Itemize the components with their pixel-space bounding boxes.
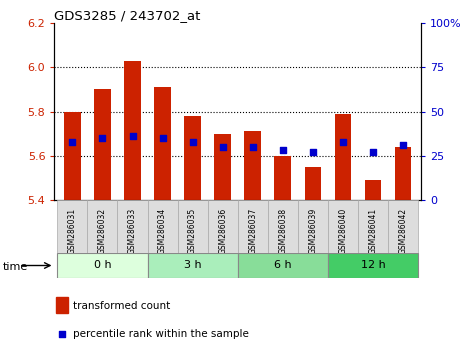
Bar: [238, 253, 328, 278]
Point: [339, 139, 347, 144]
Point: [189, 139, 196, 144]
Bar: [57, 200, 88, 253]
Text: GSM286036: GSM286036: [218, 208, 227, 254]
Text: transformed count: transformed count: [72, 301, 170, 311]
Text: GSM286031: GSM286031: [68, 208, 77, 254]
Bar: [94, 89, 111, 200]
Bar: [148, 200, 177, 253]
Text: 6 h: 6 h: [274, 261, 291, 270]
Text: 3 h: 3 h: [184, 261, 201, 270]
Bar: [214, 134, 231, 200]
Point: [399, 142, 407, 148]
Bar: [328, 200, 358, 253]
Bar: [177, 200, 208, 253]
Bar: [298, 200, 328, 253]
Bar: [268, 200, 298, 253]
Bar: [154, 87, 171, 200]
Bar: [358, 200, 388, 253]
Point: [69, 139, 76, 144]
Point: [369, 149, 377, 155]
Bar: [274, 156, 291, 200]
Text: GSM286033: GSM286033: [128, 208, 137, 254]
Bar: [365, 180, 381, 200]
Bar: [305, 167, 321, 200]
Bar: [328, 253, 418, 278]
Text: GSM286037: GSM286037: [248, 208, 257, 254]
Bar: [56, 297, 69, 313]
Bar: [88, 200, 117, 253]
Bar: [394, 147, 411, 200]
Bar: [238, 200, 268, 253]
Bar: [245, 131, 261, 200]
Bar: [64, 112, 81, 200]
Point: [219, 144, 227, 150]
Text: GSM286035: GSM286035: [188, 208, 197, 254]
Bar: [334, 114, 351, 200]
Bar: [388, 200, 418, 253]
Text: GSM286042: GSM286042: [398, 208, 407, 254]
Text: time: time: [2, 262, 27, 272]
Point: [309, 149, 316, 155]
Point: [159, 135, 166, 141]
Text: GSM286040: GSM286040: [338, 208, 347, 254]
Text: 12 h: 12 h: [360, 261, 385, 270]
Bar: [184, 116, 201, 200]
Text: GDS3285 / 243702_at: GDS3285 / 243702_at: [54, 9, 201, 22]
Text: 0 h: 0 h: [94, 261, 111, 270]
Point: [129, 133, 136, 139]
Bar: [117, 200, 148, 253]
Text: percentile rank within the sample: percentile rank within the sample: [72, 329, 248, 339]
Text: GSM286038: GSM286038: [278, 208, 287, 254]
Point: [249, 144, 256, 150]
Text: GSM286041: GSM286041: [368, 208, 377, 254]
Bar: [208, 200, 238, 253]
Bar: [148, 253, 238, 278]
Text: GSM286032: GSM286032: [98, 208, 107, 254]
Bar: [124, 61, 141, 200]
Text: GSM286034: GSM286034: [158, 208, 167, 254]
Point: [59, 331, 66, 337]
Point: [99, 135, 106, 141]
Bar: [57, 253, 148, 278]
Point: [279, 148, 287, 153]
Text: GSM286039: GSM286039: [308, 208, 317, 254]
